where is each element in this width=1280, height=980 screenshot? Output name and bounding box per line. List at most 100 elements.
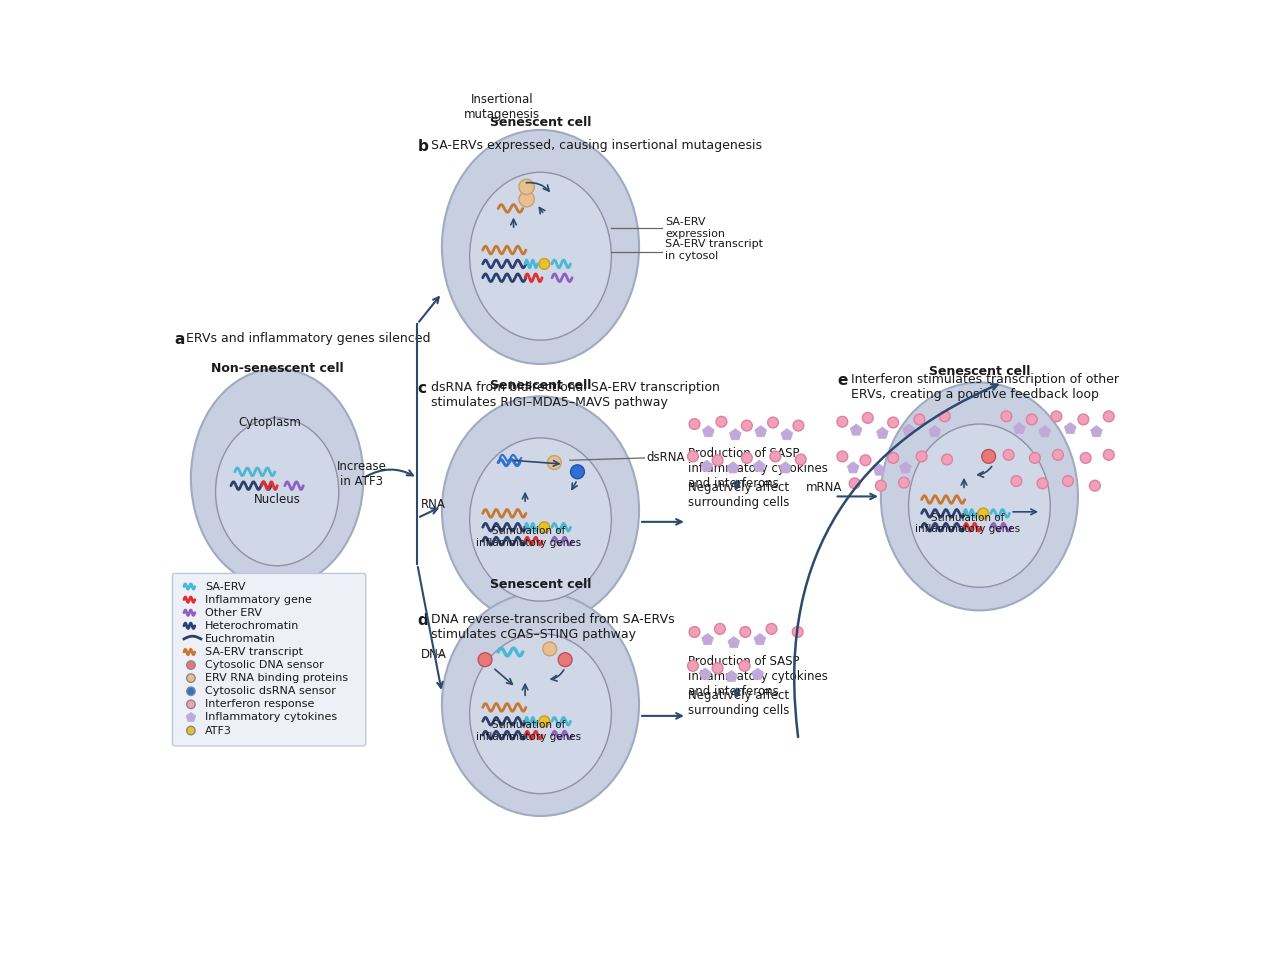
Circle shape [716, 416, 727, 427]
Polygon shape [1065, 422, 1076, 434]
Polygon shape [900, 462, 911, 473]
Ellipse shape [881, 382, 1078, 611]
Circle shape [740, 626, 750, 637]
Text: e: e [837, 373, 847, 388]
Text: Inflammatory cytokines: Inflammatory cytokines [205, 712, 337, 722]
Text: dsRNA from bidirectional SA-ERV transcription
stimulates RIGI–MDA5–MAVS pathway: dsRNA from bidirectional SA-ERV transcri… [431, 381, 721, 409]
Circle shape [1011, 475, 1021, 486]
Circle shape [518, 179, 534, 195]
Circle shape [1027, 414, 1037, 425]
Circle shape [1051, 411, 1062, 421]
Circle shape [558, 653, 572, 666]
Circle shape [539, 521, 549, 532]
Text: Insertional
mutagenesis: Insertional mutagenesis [463, 93, 540, 121]
Circle shape [1103, 411, 1114, 421]
Circle shape [689, 626, 700, 637]
Polygon shape [730, 428, 741, 440]
Polygon shape [1039, 425, 1051, 437]
Ellipse shape [442, 396, 639, 624]
Circle shape [539, 259, 549, 270]
Ellipse shape [442, 130, 639, 364]
Circle shape [187, 661, 195, 669]
FancyBboxPatch shape [173, 573, 366, 746]
Circle shape [741, 420, 753, 431]
Text: Cytosolic DNA sensor: Cytosolic DNA sensor [205, 661, 324, 670]
Circle shape [1103, 450, 1114, 461]
Circle shape [876, 480, 886, 491]
Text: Interferon stimulates transcription of other
ERVs, creating a positive feedback : Interferon stimulates transcription of o… [851, 373, 1119, 401]
Text: Stimulation of
inflammatory genes: Stimulation of inflammatory genes [915, 513, 1020, 534]
Circle shape [771, 451, 781, 462]
Text: SA-ERV transcript
in cytosol: SA-ERV transcript in cytosol [666, 239, 763, 261]
Circle shape [1052, 450, 1064, 461]
Polygon shape [850, 424, 861, 435]
Circle shape [860, 455, 870, 466]
Circle shape [543, 642, 557, 656]
Text: DNA reverse-transcribed from SA-ERVs
stimulates cGAS–STING pathway: DNA reverse-transcribed from SA-ERVs sti… [431, 612, 675, 641]
Circle shape [914, 414, 924, 425]
Text: Nucleus: Nucleus [253, 493, 301, 506]
Polygon shape [751, 668, 763, 679]
Polygon shape [701, 461, 713, 471]
Circle shape [849, 478, 860, 489]
Text: Cytoplasm: Cytoplasm [238, 416, 301, 429]
Text: Senescent cell: Senescent cell [490, 116, 591, 128]
Polygon shape [701, 633, 713, 645]
Circle shape [714, 623, 726, 634]
Polygon shape [726, 670, 737, 682]
Text: Cytosolic dsRNA sensor: Cytosolic dsRNA sensor [205, 686, 335, 696]
Circle shape [888, 453, 899, 464]
Circle shape [1080, 453, 1091, 464]
Text: DNA: DNA [421, 648, 447, 661]
Ellipse shape [909, 424, 1051, 587]
Text: Interferon response: Interferon response [205, 700, 314, 710]
Circle shape [187, 687, 195, 696]
Text: Senescent cell: Senescent cell [490, 578, 591, 592]
Polygon shape [186, 712, 196, 721]
Text: ATF3: ATF3 [205, 725, 232, 736]
Circle shape [479, 653, 492, 666]
Circle shape [767, 623, 777, 634]
Text: mRNA: mRNA [806, 481, 842, 494]
Text: ERVs and inflammatory genes silenced: ERVs and inflammatory genes silenced [187, 331, 431, 345]
Polygon shape [703, 425, 714, 437]
Polygon shape [902, 424, 914, 435]
Circle shape [689, 418, 700, 429]
Text: Inflammatory gene: Inflammatory gene [205, 595, 311, 605]
Circle shape [916, 451, 927, 462]
Circle shape [982, 450, 996, 464]
Circle shape [187, 674, 195, 682]
Text: Negatively affect
surrounding cells: Negatively affect surrounding cells [689, 689, 790, 717]
Text: d: d [417, 612, 428, 628]
Text: Stimulation of
inflammatory genes: Stimulation of inflammatory genes [476, 720, 581, 742]
Text: b: b [417, 139, 429, 154]
Text: SA-ERVs expressed, causing insertional mutagenesis: SA-ERVs expressed, causing insertional m… [431, 139, 762, 152]
Polygon shape [780, 462, 791, 473]
Circle shape [539, 715, 549, 727]
Ellipse shape [191, 368, 364, 587]
Polygon shape [873, 465, 886, 475]
Circle shape [899, 477, 909, 488]
Circle shape [1029, 453, 1041, 464]
Polygon shape [699, 668, 712, 679]
Text: Senescent cell: Senescent cell [929, 366, 1030, 378]
Text: SA-ERV: SA-ERV [205, 581, 246, 592]
Circle shape [768, 417, 778, 428]
Text: Increase
in ATF3: Increase in ATF3 [337, 460, 387, 488]
Polygon shape [877, 427, 888, 438]
Circle shape [795, 454, 806, 465]
Circle shape [1001, 411, 1011, 421]
Circle shape [712, 662, 723, 673]
Text: ERV RNA binding proteins: ERV RNA binding proteins [205, 673, 348, 683]
Circle shape [741, 453, 753, 464]
Text: Production of SASP
inflammatory cytokines
and interferons: Production of SASP inflammatory cytokine… [689, 447, 828, 490]
Polygon shape [1091, 425, 1102, 437]
Text: Senescent cell: Senescent cell [490, 379, 591, 392]
Polygon shape [755, 425, 767, 437]
Ellipse shape [470, 633, 612, 794]
Circle shape [1037, 478, 1048, 489]
Circle shape [687, 661, 699, 671]
Ellipse shape [442, 593, 639, 816]
Circle shape [187, 700, 195, 709]
Circle shape [518, 191, 534, 207]
